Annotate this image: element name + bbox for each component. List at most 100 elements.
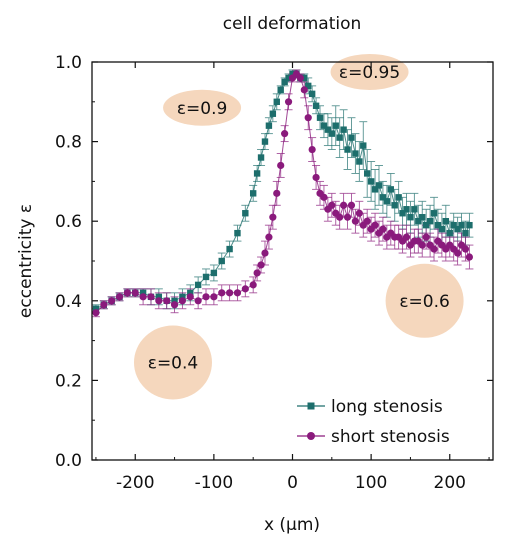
x-tick-label: 0 (287, 473, 298, 493)
data-point (332, 122, 339, 129)
data-point (371, 186, 379, 193)
data-point (225, 289, 234, 297)
data-point (115, 293, 124, 301)
chart-title: cell deformation (223, 14, 362, 34)
annotations-layer: ε=0.9 ε=0.95 ε=0.6 ε=0.4 (133, 53, 464, 400)
data-point (277, 86, 284, 94)
data-point (308, 90, 316, 98)
data-point (324, 126, 332, 133)
data-point (178, 297, 187, 305)
data-point (465, 253, 474, 261)
data-point (289, 70, 296, 78)
data-point (434, 221, 442, 229)
data-point (379, 225, 387, 233)
data-point (226, 245, 233, 253)
data-point (170, 301, 179, 309)
legend-marker (307, 402, 315, 410)
legend-item: short stenosis (297, 427, 450, 447)
data-point (446, 229, 453, 237)
data-point (265, 233, 273, 241)
data-point (328, 201, 336, 209)
data-point (202, 273, 210, 281)
data-point (352, 150, 359, 157)
data-point (402, 233, 411, 241)
data-point (285, 74, 292, 82)
points-layer (92, 70, 474, 317)
data-point (300, 86, 308, 94)
data-point (454, 249, 462, 257)
data-point (367, 178, 375, 185)
data-point (395, 194, 402, 201)
data-point (355, 209, 363, 217)
data-point (371, 221, 379, 229)
data-point (391, 202, 398, 209)
data-point (340, 126, 347, 133)
data-point (218, 257, 225, 265)
data-point (403, 206, 410, 213)
data-point (363, 217, 371, 225)
data-point (257, 154, 265, 161)
data-point (301, 74, 308, 82)
data-point (92, 309, 100, 317)
data-point (305, 82, 312, 90)
data-point (269, 110, 277, 117)
data-point (269, 213, 277, 221)
data-point (273, 189, 281, 197)
y-tick-label: 0.4 (55, 292, 82, 312)
data-point (320, 122, 328, 129)
data-point (281, 78, 288, 86)
y-tick-label: 0.6 (55, 212, 82, 232)
annotation-bubble (163, 89, 242, 126)
data-point (171, 297, 178, 304)
ticks-layer: -200 -100 0 100 200 0.0 0.2 0.4 0.6 0.8 1.0 (55, 53, 493, 493)
legend-item: long stenosis (297, 397, 443, 417)
data-point (320, 193, 328, 201)
data-point (218, 289, 226, 297)
data-point (210, 269, 218, 277)
data-point (422, 221, 430, 229)
data-point (253, 269, 261, 277)
data-point (383, 198, 391, 205)
data-point (296, 74, 304, 82)
data-point (281, 130, 289, 138)
annotation-2: ε=0.6 (385, 263, 464, 338)
annotation-label: ε=0.9 (177, 99, 227, 119)
data-point (379, 194, 387, 201)
annotation-0: ε=0.9 (163, 89, 242, 126)
data-point (466, 221, 473, 229)
data-point (343, 213, 352, 221)
data-point (249, 281, 257, 289)
data-point (100, 301, 108, 309)
data-point (139, 289, 147, 297)
data-point (348, 134, 355, 141)
data-point (454, 225, 461, 233)
data-point (351, 217, 360, 225)
data-point (131, 289, 139, 297)
x-axis-label: x (µm) (264, 515, 320, 535)
data-point (336, 213, 344, 221)
data-point (257, 261, 265, 269)
data-point (418, 241, 426, 249)
data-point (242, 210, 249, 217)
data-point (438, 225, 446, 233)
data-point (328, 130, 336, 137)
data-point (249, 190, 257, 197)
data-point (407, 214, 414, 221)
data-point (419, 214, 426, 221)
data-point (415, 218, 422, 225)
y-tick-label: 0.8 (55, 133, 82, 153)
data-point (461, 245, 470, 253)
data-point (344, 146, 351, 153)
data-point (261, 249, 269, 257)
data-point (147, 293, 155, 301)
data-point (430, 210, 438, 217)
data-point (194, 297, 202, 305)
data-point (265, 122, 273, 129)
y-tick-label: 0.2 (55, 371, 82, 391)
data-point (462, 229, 469, 237)
legend: long stenosis short stenosis (297, 397, 450, 447)
data-point (155, 293, 163, 301)
data-point (411, 206, 418, 213)
data-point (304, 114, 312, 122)
data-point (163, 297, 171, 305)
